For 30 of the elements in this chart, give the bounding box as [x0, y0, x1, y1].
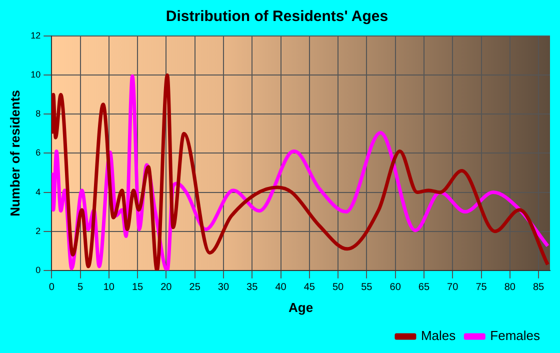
chart-title: Distribution of Residents' Ages: [166, 8, 388, 26]
y-tick-label: 0: [36, 264, 41, 275]
y-tick-label: 4: [36, 186, 41, 197]
y-tick-label: 2: [36, 226, 41, 236]
x-tick-label: 30: [218, 282, 230, 294]
x-tick-label: 25: [189, 282, 201, 294]
x-tick-label: 65: [418, 282, 430, 294]
y-tick-label: 10: [30, 70, 41, 80]
y-tick-label: 6: [36, 148, 41, 158]
y-axis-title: Number of residents: [7, 90, 22, 216]
x-tick-label: 5: [77, 282, 84, 294]
x-axis-title: Age: [288, 300, 314, 315]
x-tick-label: 50: [332, 282, 344, 294]
x-tick-label: 75: [476, 282, 488, 294]
x-tick-label: 0: [48, 282, 55, 294]
x-tick-label: 15: [132, 282, 144, 294]
x-tick-label: 60: [390, 282, 402, 294]
y-tick-label: 8: [36, 108, 41, 119]
x-tick-label: 85: [532, 282, 545, 294]
y-tick-label: 12: [30, 30, 41, 40]
x-tick-label: 55: [361, 282, 373, 294]
x-tick-label: 70: [447, 282, 459, 294]
legend-label: Females: [490, 328, 540, 344]
x-tick-label: 80: [504, 282, 516, 294]
legend-label: Males: [420, 328, 456, 344]
x-tick-label: 45: [304, 282, 316, 294]
x-tick-label: 10: [103, 282, 115, 294]
x-tick-label: 40: [275, 282, 287, 294]
x-tick-label: 35: [246, 282, 258, 294]
x-tick-label: 20: [160, 282, 172, 294]
